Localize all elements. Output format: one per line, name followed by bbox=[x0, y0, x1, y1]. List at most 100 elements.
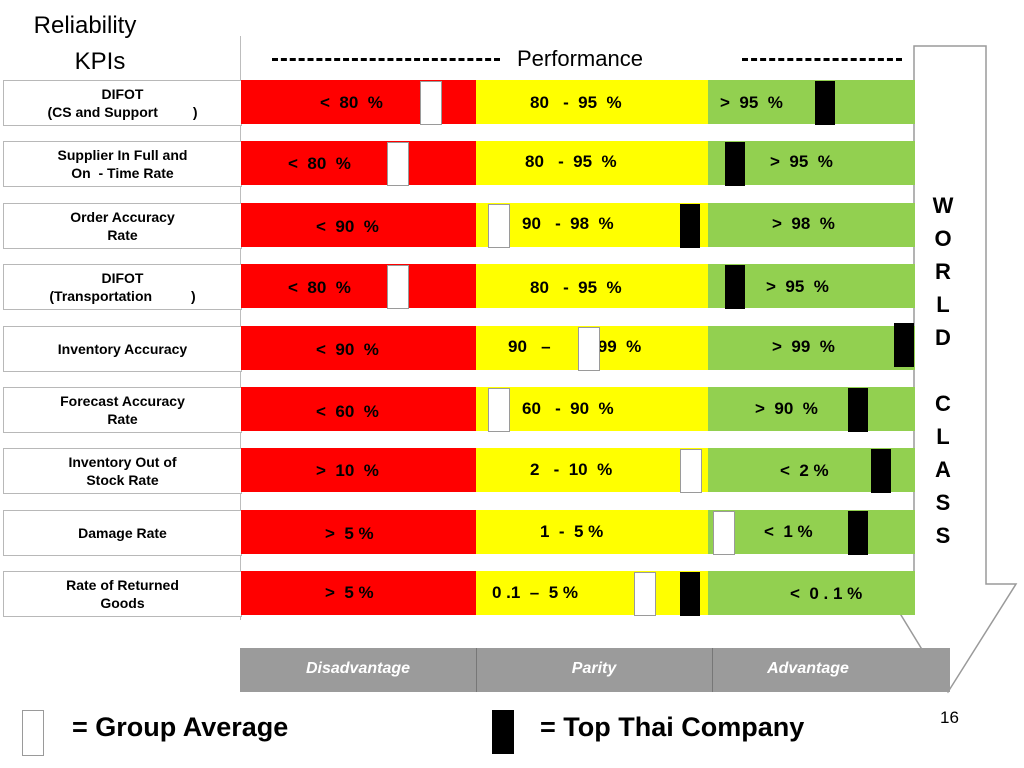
band-green bbox=[708, 203, 915, 247]
range-green: > 95 % bbox=[770, 152, 833, 171]
world-class-letter: D bbox=[935, 325, 951, 350]
footer-advantage: Advantage bbox=[767, 660, 849, 677]
top-thai-marker bbox=[725, 142, 745, 186]
kpi-label-text: Inventory Accuracy bbox=[57, 341, 188, 357]
kpi-label-forecast-accuracy: Forecast Accuracy Rate bbox=[3, 387, 242, 433]
footer-disadvantage: Disadvantage bbox=[305, 660, 411, 677]
group-average-marker bbox=[713, 511, 735, 555]
kpi-label-inventory-out-of-stock: Inventory Out of Stock Rate bbox=[3, 448, 242, 494]
range-green: > 90 % bbox=[755, 399, 818, 418]
world-class-letter: A bbox=[935, 457, 951, 482]
range-red: < 90 % bbox=[316, 217, 379, 236]
footer-divider bbox=[476, 648, 477, 692]
range-green: < 2 % bbox=[780, 461, 829, 480]
kpi-label-supplier-in-full: Supplier In Full and On - Time Rate bbox=[3, 141, 242, 187]
kpi-label-text: DIFOT (Transportation ) bbox=[49, 270, 196, 304]
world-class-letter: L bbox=[936, 292, 950, 317]
world-class-letter: R bbox=[935, 259, 951, 284]
top-thai-marker bbox=[680, 572, 700, 616]
top-thai-marker bbox=[725, 265, 745, 309]
page-number: 16 bbox=[940, 708, 959, 727]
world-class-letter: S bbox=[935, 490, 951, 515]
legend-white-marker bbox=[22, 710, 44, 756]
band-green bbox=[708, 80, 915, 124]
range-red: > 5 % bbox=[325, 583, 374, 602]
range-red: < 80 % bbox=[288, 278, 351, 297]
band-red bbox=[241, 387, 476, 431]
range-yellow: 1 - 5 % bbox=[540, 522, 604, 541]
kpi-label-text: Inventory Out of Stock Rate bbox=[68, 454, 177, 488]
top-thai-marker bbox=[848, 388, 868, 432]
range-green: > 99 % bbox=[772, 337, 835, 356]
band-yellow bbox=[476, 80, 708, 124]
kpi-label-inventory-accuracy: Inventory Accuracy bbox=[3, 326, 242, 372]
band-red bbox=[241, 448, 476, 492]
footer-divider bbox=[712, 648, 713, 692]
group-average-marker bbox=[488, 388, 510, 432]
band-red bbox=[241, 141, 476, 185]
group-average-marker bbox=[634, 572, 656, 616]
range-red: < 80 % bbox=[320, 93, 383, 112]
range-green: > 95 % bbox=[766, 277, 829, 296]
world-class-letter: L bbox=[936, 424, 950, 449]
band-red bbox=[241, 510, 476, 554]
band-yellow bbox=[476, 571, 708, 615]
range-yellow: 80 - 95 % bbox=[530, 278, 622, 297]
range-yellow: 90 – 99 % bbox=[508, 337, 642, 356]
top-thai-marker bbox=[815, 81, 835, 125]
range-yellow: 60 - 90 % bbox=[522, 399, 614, 418]
range-red: > 5 % bbox=[325, 524, 374, 543]
title-line-1: Reliability bbox=[33, 12, 137, 39]
kpi-label-difot-transportation: DIFOT (Transportation ) bbox=[3, 264, 242, 310]
top-thai-marker bbox=[680, 204, 700, 248]
range-yellow: 80 - 95 % bbox=[530, 93, 622, 112]
kpi-label-text: Forecast Accuracy Rate bbox=[60, 393, 185, 427]
band-green bbox=[708, 326, 915, 370]
range-yellow: 2 - 10 % bbox=[530, 460, 613, 479]
band-yellow bbox=[476, 387, 708, 431]
group-average-marker bbox=[680, 449, 702, 493]
band-red bbox=[241, 571, 476, 615]
title-line-2: KPIs bbox=[74, 48, 126, 75]
band-yellow bbox=[476, 203, 708, 247]
top-thai-marker bbox=[894, 323, 914, 367]
band-green bbox=[708, 387, 915, 431]
performance-dashes-left bbox=[272, 58, 500, 61]
world-class-letter: S bbox=[935, 523, 951, 548]
footer-bar bbox=[240, 648, 950, 692]
range-green: > 98 % bbox=[772, 214, 835, 233]
range-red: < 60 % bbox=[316, 402, 379, 421]
range-red: > 10 % bbox=[316, 461, 379, 480]
group-average-marker bbox=[387, 142, 409, 186]
range-green: > 95 % bbox=[720, 93, 783, 112]
range-green: < 1 % bbox=[764, 522, 813, 541]
range-yellow: 90 - 98 % bbox=[522, 214, 614, 233]
kpi-label-text: Rate of Returned Goods bbox=[66, 577, 179, 611]
world-class-letter: O bbox=[934, 226, 952, 251]
kpi-label-order-accuracy: Order Accuracy Rate bbox=[3, 203, 242, 249]
band-green bbox=[708, 571, 915, 615]
legend-black-marker bbox=[492, 710, 514, 754]
band-red bbox=[241, 326, 476, 370]
band-green bbox=[708, 510, 915, 554]
legend-top-thai-company: = Top Thai Company bbox=[540, 712, 805, 742]
range-red: < 90 % bbox=[316, 340, 379, 359]
range-green: < 0 . 1 % bbox=[790, 584, 863, 603]
band-yellow bbox=[476, 448, 708, 492]
kpi-label-text: Damage Rate bbox=[78, 525, 167, 541]
kpi-label-difot-cs: DIFOT (CS and Support ) bbox=[3, 80, 242, 126]
legend-group-average: = Group Average bbox=[72, 712, 289, 742]
band-red bbox=[241, 264, 476, 308]
kpi-label-text: Order Accuracy Rate bbox=[70, 209, 175, 243]
band-yellow bbox=[476, 141, 708, 185]
top-thai-marker bbox=[848, 511, 868, 555]
band-yellow bbox=[476, 264, 708, 308]
range-yellow: 0 .1 – 5 % bbox=[492, 583, 578, 602]
kpi-label-damage-rate: Damage Rate bbox=[3, 510, 242, 556]
world-class-letter: W bbox=[932, 193, 954, 218]
performance-dashes-right bbox=[742, 58, 902, 61]
range-red: < 80 % bbox=[288, 154, 351, 173]
group-average-marker bbox=[578, 327, 600, 371]
kpi-label-text: DIFOT (CS and Support ) bbox=[47, 86, 198, 120]
range-yellow: 80 - 95 % bbox=[525, 152, 617, 171]
